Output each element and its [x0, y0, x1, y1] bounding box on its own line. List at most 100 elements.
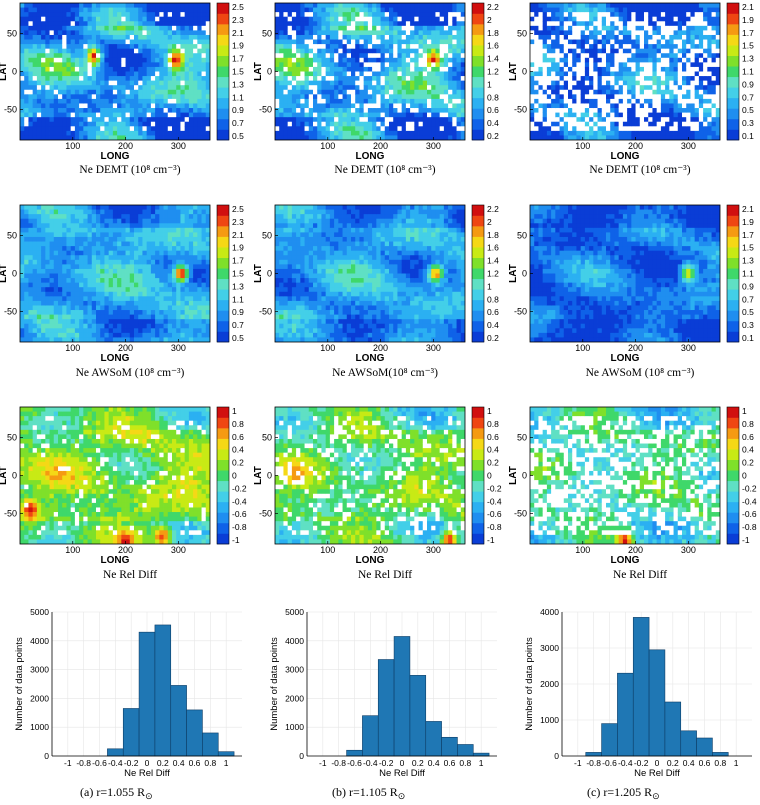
heatmap-cell — [53, 223, 59, 229]
heatmap-cell — [534, 121, 539, 127]
heatmap-cell — [83, 76, 88, 82]
heatmap-cell — [317, 112, 322, 118]
heatmap-cell — [665, 112, 670, 118]
gap-cell — [422, 53, 428, 59]
heatmap-cell — [372, 3, 377, 8]
heatmap-cell — [79, 108, 84, 113]
heatmap-cell — [707, 126, 712, 132]
heatmap-cell — [28, 323, 34, 329]
heatmap-cell — [197, 117, 202, 123]
gap-cell — [401, 34, 407, 40]
heatmap-cell — [74, 264, 80, 270]
heatmap-cell — [45, 255, 50, 261]
heatmap-cell — [142, 48, 148, 54]
gap-cell — [622, 112, 628, 118]
gap-cell — [530, 44, 535, 50]
heatmap-cell — [49, 80, 55, 86]
heatmap-cell — [108, 250, 114, 256]
heatmap-cell — [176, 103, 181, 109]
heatmap-cell — [410, 21, 415, 27]
heatmap-cell — [36, 232, 42, 238]
heatmap-cell — [694, 7, 700, 13]
heatmap-cell — [180, 89, 186, 95]
heatmap-cell — [711, 117, 717, 123]
heatmap-cell — [456, 39, 462, 45]
heatmap-cell — [146, 85, 152, 91]
gap-cell — [384, 34, 390, 40]
heatmap-cell — [28, 30, 34, 36]
gap-cell — [698, 48, 704, 54]
heatmap-cell — [555, 30, 560, 36]
heatmap-cell — [287, 57, 293, 63]
heatmap-cell — [338, 126, 343, 132]
heatmap-cell — [167, 89, 173, 95]
heatmap-cell — [669, 57, 674, 63]
heatmap-cell — [593, 7, 598, 13]
heatmap-cell — [53, 259, 59, 265]
heatmap-cell — [24, 85, 29, 91]
heatmap-cell — [167, 7, 173, 13]
heatmap-cell — [58, 121, 63, 127]
heatmap-cell — [155, 39, 160, 45]
heatmap-cell — [546, 7, 552, 13]
gap-cell — [534, 44, 539, 50]
heatmap-cell — [205, 62, 210, 68]
heatmap-cell — [104, 287, 110, 293]
heatmap-cell — [83, 223, 88, 229]
heatmap-cell — [193, 62, 198, 68]
heatmap-cell — [639, 25, 645, 31]
heatmap-cell — [96, 121, 101, 127]
heatmap-cell — [117, 121, 122, 127]
gap-cell — [606, 126, 611, 132]
heatmap-cell — [117, 305, 122, 311]
heatmap-cell — [460, 7, 465, 13]
heatmap-cell — [418, 39, 424, 45]
gap-cell — [427, 39, 432, 45]
heatmap-cell — [150, 126, 156, 132]
heatmap-cell — [694, 130, 700, 136]
heatmap-cell — [197, 121, 202, 127]
heatmap-cell — [296, 16, 301, 22]
gap-cell — [155, 16, 160, 22]
gap-cell — [597, 12, 603, 18]
heatmap-cell — [673, 117, 679, 123]
heatmap-cell — [66, 205, 72, 210]
heatmap-cell — [49, 112, 55, 118]
gap-cell — [551, 53, 556, 59]
heatmap-cell — [184, 34, 190, 40]
gap-cell — [580, 126, 586, 132]
heatmap-cell — [193, 94, 198, 100]
heatmap-cell — [66, 236, 72, 242]
heatmap-cell — [452, 112, 457, 118]
heatmap-cell — [334, 34, 339, 40]
heatmap-cell — [176, 25, 181, 31]
heatmap-cell — [45, 232, 50, 238]
colorbar-tick-label: 1.9 — [232, 41, 244, 51]
heatmap-cell — [456, 48, 462, 54]
heatmap-cell — [74, 214, 80, 220]
heatmap-cell — [142, 57, 148, 63]
heatmap-cell — [304, 44, 310, 50]
heatmap-cell — [49, 259, 55, 265]
gap-cell — [601, 62, 607, 68]
heatmap-cell — [287, 12, 293, 18]
heatmap-cell — [380, 39, 386, 45]
heatmap-cell — [41, 7, 46, 13]
heatmap-cell — [694, 94, 700, 100]
heatmap-cell — [563, 112, 569, 118]
heatmap-cell — [117, 57, 122, 63]
heatmap-cell — [155, 3, 160, 8]
heatmap-cell — [74, 314, 80, 320]
heatmap-cell — [342, 94, 348, 100]
heatmap-cell — [380, 89, 386, 95]
heatmap-cell — [184, 53, 190, 59]
heatmap-cell — [79, 209, 84, 215]
colorbar-tick-label: 0.1 — [742, 131, 754, 141]
gap-cell — [652, 85, 658, 91]
heatmap-cell — [53, 103, 59, 109]
heatmap-cell — [112, 71, 118, 77]
heatmap-cell — [439, 89, 445, 95]
heatmap-cell — [167, 71, 173, 77]
heatmap-cell — [372, 21, 377, 27]
heatmap-cell — [62, 214, 67, 220]
